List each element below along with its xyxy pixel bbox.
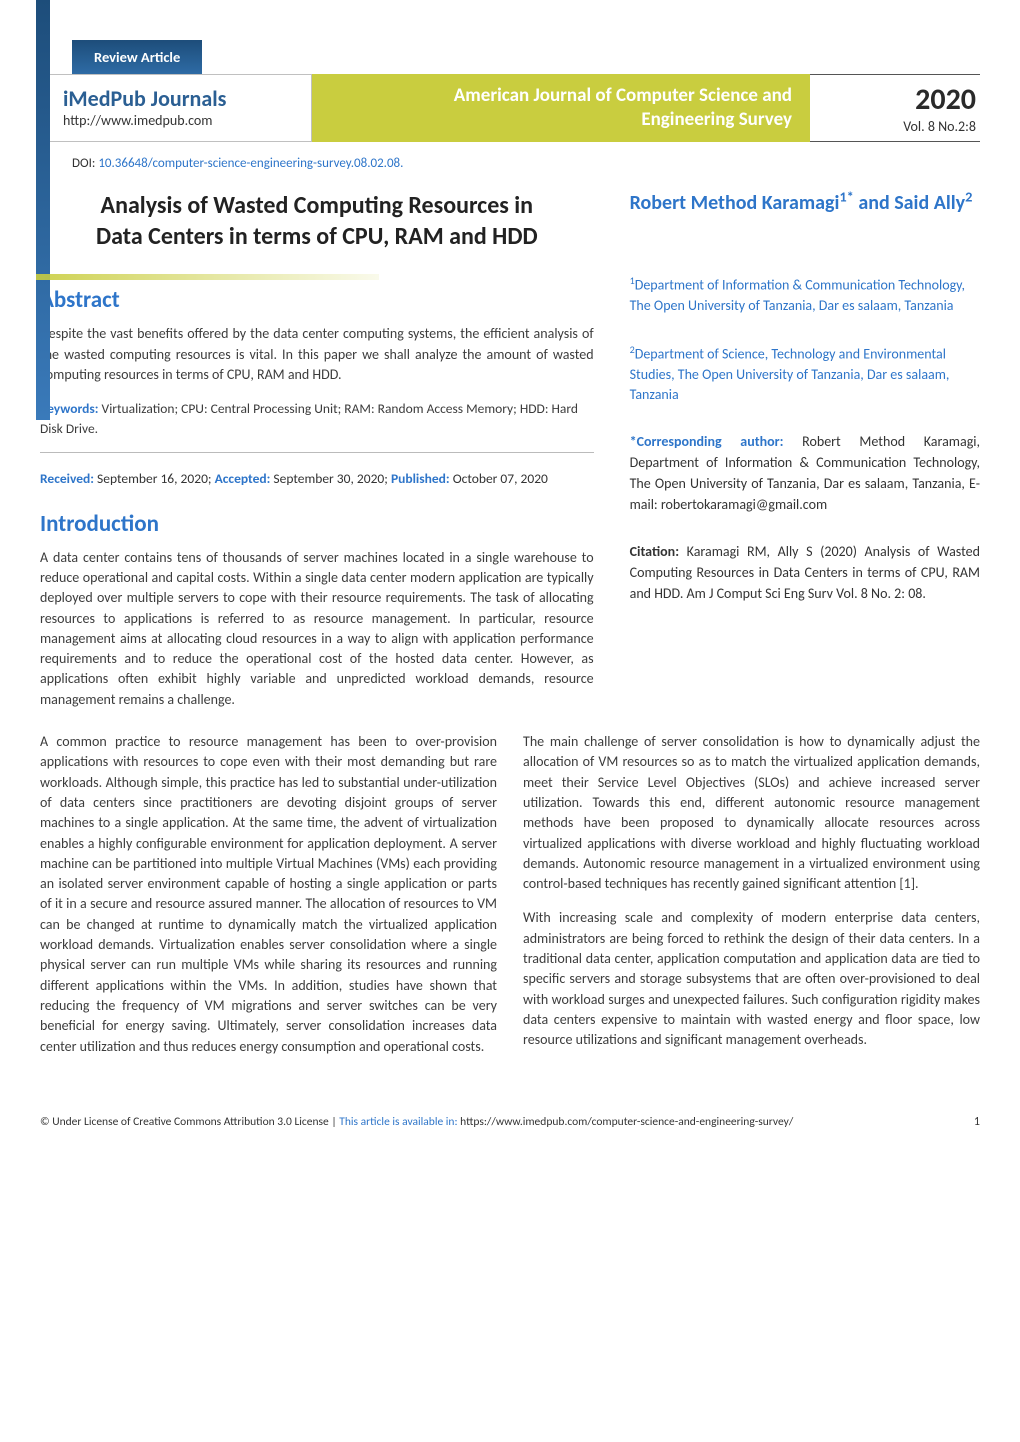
divider [40, 452, 594, 453]
doi-line: DOI: 10.36648/computer-science-engineeri… [72, 156, 980, 171]
journal-box: iMedPub Journals http://www.imedpub.com [40, 74, 312, 142]
author-1: Robert Method Karamagi [630, 191, 840, 215]
published-label: Published: [391, 470, 450, 487]
affil-2-text: Department of Science, Technology and En… [630, 345, 950, 403]
page-number: 1 [974, 1115, 980, 1129]
abstract-accent-bar [36, 274, 379, 280]
corr-label: *Corresponding author: [630, 433, 784, 450]
issue-box: 2020 Vol. 8 No.2:8 [810, 74, 980, 142]
published-value: October 07, 2020 [450, 470, 548, 487]
footer: © Under License of Creative Commons Attr… [40, 1115, 980, 1129]
year: 2020 [915, 81, 976, 118]
article-title: Analysis of Wasted Computing Resources i… [40, 191, 594, 252]
author-1-sup: 1* [839, 187, 853, 205]
doi-value[interactable]: 10.36648/computer-science-engineering-su… [98, 156, 403, 171]
title-line-1: Analysis of Wasted Computing Resources i… [101, 191, 534, 220]
volume-issue: Vol. 8 No.2:8 [903, 118, 976, 135]
avail-label: This article is available in: [339, 1115, 460, 1129]
avail-url[interactable]: https://www.imedpub.com/computer-science… [460, 1115, 793, 1129]
body-two-col: A common practice to resource management… [40, 732, 980, 1071]
abstract-affil-row: Abstract Despite the vast benefits offer… [40, 274, 980, 724]
intro-p2: A common practice to resource management… [40, 732, 497, 1057]
doi-label: DOI: [72, 156, 98, 171]
introduction-heading: Introduction [40, 510, 594, 538]
review-article-badge: Review Article [72, 40, 202, 74]
journal-banner: American Journal of Computer Science and… [312, 74, 810, 142]
keywords-line: Keywords: Virtualization; CPU: Central P… [40, 399, 594, 438]
license-text: © Under License of Creative Commons Attr… [40, 1115, 339, 1129]
journal-name: iMedPub Journals [63, 85, 289, 112]
banner-line-1: American Journal of Computer Science and [454, 84, 792, 108]
side-gradient-bar [36, 0, 50, 420]
footer-left: © Under License of Creative Commons Attr… [40, 1115, 793, 1129]
abstract-text: Despite the vast benefits offered by the… [40, 324, 594, 385]
author-2-sup: 2 [965, 187, 972, 205]
received-value: September 16, 2020; [94, 470, 215, 487]
received-label: Received: [40, 470, 94, 487]
header-row: iMedPub Journals http://www.imedpub.com … [40, 74, 980, 142]
corresponding-author: *Corresponding author: Robert Method Kar… [630, 431, 980, 515]
affiliation-1: 1Department of Information & Communicati… [630, 274, 980, 316]
rightcol-p2: With increasing scale and complexity of … [523, 908, 980, 1050]
title-line-2: Data Centers in terms of CPU, RAM and HD… [96, 222, 538, 251]
abstract-heading: Abstract [40, 286, 594, 314]
affiliation-2: 2Department of Science, Technology and E… [630, 343, 980, 406]
citation-block: Citation: Karamagi RM, Ally S (2020) Ana… [630, 541, 980, 604]
title-author-row: Analysis of Wasted Computing Resources i… [40, 191, 980, 274]
accepted-label: Accepted: [215, 470, 271, 487]
header: Review Article iMedPub Journals http://w… [40, 40, 980, 171]
affil-1-text: Department of Information & Communicatio… [630, 277, 965, 314]
author-2: and Said Ally [858, 191, 965, 215]
banner-line-2: Engineering Survey [641, 108, 792, 132]
citation-text: Karamagi RM, Ally S (2020) Analysis of W… [630, 543, 980, 602]
rightcol-p1: The main challenge of server consolidati… [523, 732, 980, 894]
dates-line: Received: September 16, 2020; Accepted: … [40, 469, 594, 489]
authors: Robert Method Karamagi1* and Said Ally2 [630, 191, 980, 216]
journal-url[interactable]: http://www.imedpub.com [63, 112, 289, 129]
accepted-value: September 30, 2020; [270, 470, 391, 487]
citation-label: Citation: [630, 543, 679, 560]
keywords-text: Virtualization; CPU: Central Processing … [40, 400, 578, 437]
intro-p1: A data center contains tens of thousands… [40, 548, 594, 710]
